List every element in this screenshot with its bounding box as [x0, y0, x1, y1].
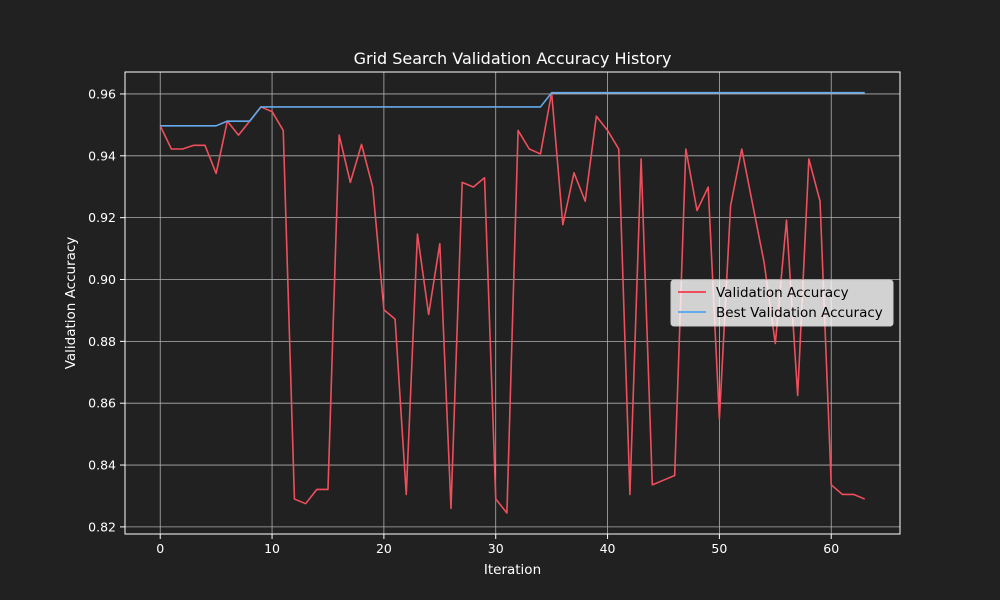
y-tick-label: 0.94 — [88, 148, 116, 163]
x-tick-label: 60 — [823, 541, 839, 556]
y-tick-label: 0.88 — [88, 334, 116, 349]
x-tick-label: 30 — [488, 541, 504, 556]
legend-box — [670, 279, 894, 327]
y-tick-label: 0.90 — [88, 272, 116, 287]
y-tick-label: 0.84 — [88, 458, 116, 473]
x-axis-label: Iteration — [484, 562, 541, 578]
y-axis-ticks: 0.82 0.84 0.86 0.88 0.90 0.92 0.94 0.96 — [88, 86, 125, 534]
series-layer — [159, 91, 866, 514]
x-tick-label: 20 — [376, 541, 392, 556]
series-line-validation-accuracy — [159, 91, 866, 514]
legend: Validation Accuracy Best Validation Accu… — [670, 279, 894, 327]
legend-label-validation: Validation Accuracy — [716, 285, 849, 301]
y-axis-label: Validation Accuracy — [63, 237, 79, 370]
x-axis-ticks: 0 10 20 30 40 50 60 — [156, 534, 839, 556]
legend-label-best: Best Validation Accuracy — [716, 305, 883, 321]
y-tick-label: 0.96 — [88, 86, 116, 101]
plot-frame — [124, 71, 901, 535]
chart-title: Grid Search Validation Accuracy History — [354, 49, 672, 68]
y-tick-label: 0.82 — [88, 519, 116, 534]
series-line-best-validation-accuracy — [160, 91, 865, 127]
x-tick-label: 40 — [600, 541, 616, 556]
y-tick-label: 0.92 — [88, 210, 116, 225]
x-tick-label: 50 — [711, 541, 727, 556]
x-tick-label: 10 — [264, 541, 280, 556]
x-tick-label: 0 — [156, 541, 164, 556]
y-tick-label: 0.86 — [88, 396, 116, 411]
